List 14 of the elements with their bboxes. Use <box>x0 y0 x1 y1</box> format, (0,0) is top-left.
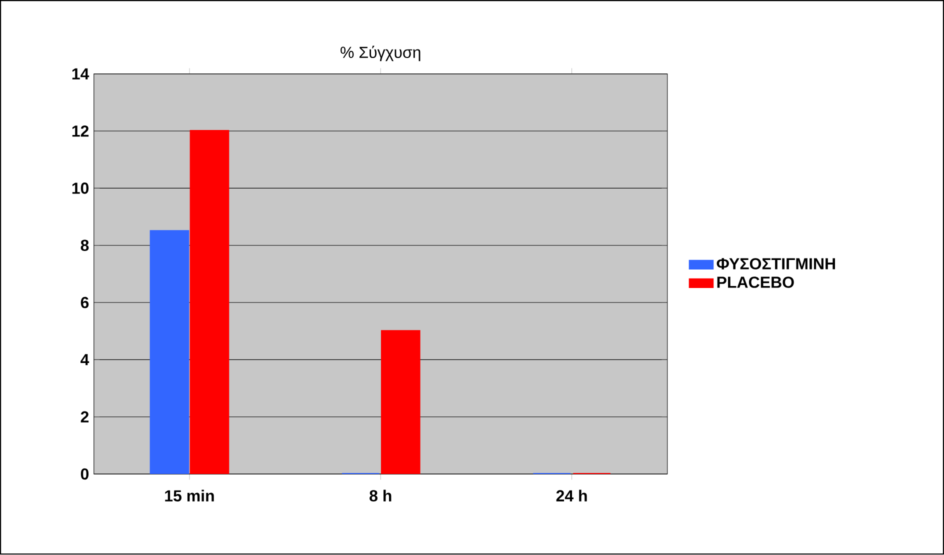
x-tick-label: 15 min <box>165 490 214 502</box>
y-tick-label: 0 <box>80 468 89 480</box>
y-tick-label: 14 <box>72 68 90 80</box>
x-tick-label: 8 h <box>370 490 392 502</box>
legend-label: ΦΥΣΟΣΤΙΓΜΙΝΗ <box>716 258 835 270</box>
legend-label: PLACEBO <box>717 276 794 288</box>
y-tick-label: 4 <box>80 354 90 366</box>
chart-title: % Σύγχυση <box>340 46 420 62</box>
y-tick-label: 8 <box>80 240 89 252</box>
y-tick-label: 6 <box>80 297 89 308</box>
y-tick-label: 10 <box>72 182 89 194</box>
y-tick-label: 12 <box>72 126 89 137</box>
y-tick-label: 2 <box>80 411 89 423</box>
x-tick-label: 24 h <box>556 490 587 502</box>
